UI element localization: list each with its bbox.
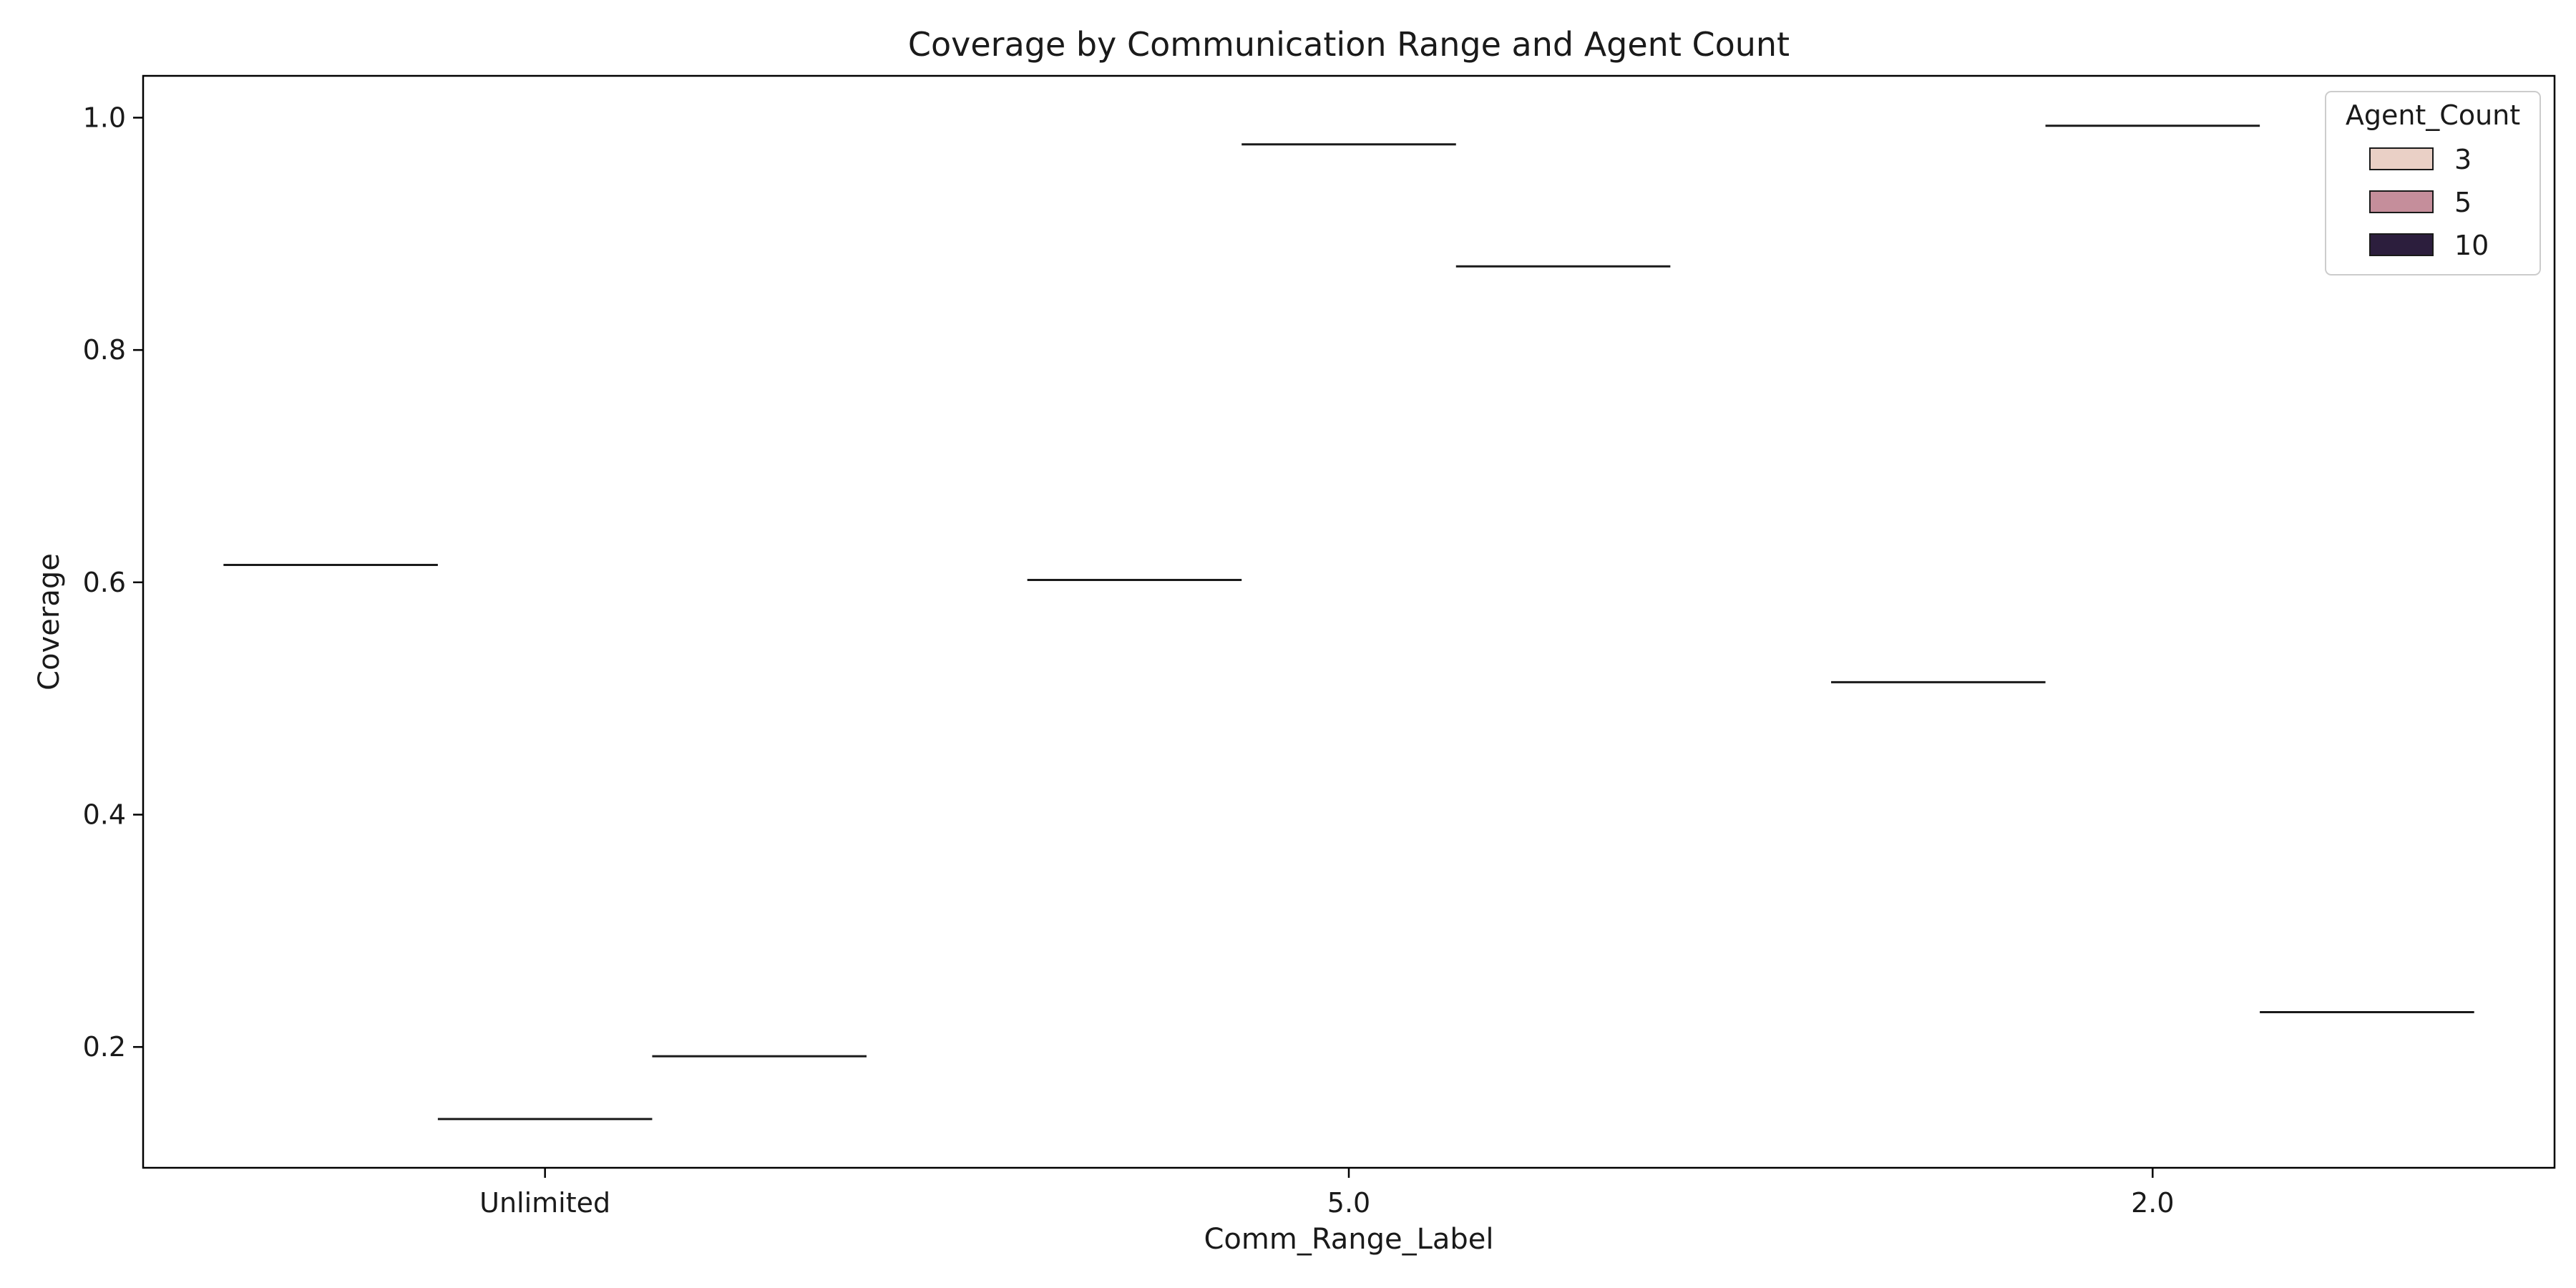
chart-marks — [223, 125, 2474, 1121]
y-tick-label: 0.4 — [83, 799, 126, 830]
y-tick-label: 0.6 — [83, 567, 126, 598]
y-tick-label: 0.8 — [83, 334, 126, 366]
y-axis-label: Coverage — [33, 553, 66, 691]
y-tick-label: 0.2 — [83, 1031, 126, 1063]
y-tick-label: 1.0 — [83, 102, 126, 133]
x-tick-label: 2.0 — [2131, 1187, 2174, 1219]
y-axis: 0.2 0.4 0.6 0.8 1.0 — [83, 102, 143, 1063]
x-tick-label: 5.0 — [1327, 1187, 1370, 1219]
x-axis: Unlimited 5.0 2.0 — [479, 1168, 2175, 1219]
legend: Agent_Count 3 5 10 — [2325, 91, 2541, 275]
legend-label-10: 10 — [2454, 230, 2489, 261]
chart-title: Coverage by Communication Range and Agen… — [908, 25, 1790, 64]
legend-swatch-10 — [2369, 233, 2434, 256]
legend-label-5: 5 — [2454, 187, 2472, 218]
legend-title: Agent_Count — [2346, 99, 2520, 131]
legend-frame — [2325, 91, 2541, 275]
x-tick-label: Unlimited — [479, 1187, 610, 1219]
plot-area — [142, 74, 2556, 1169]
legend-swatch-5 — [2369, 190, 2434, 213]
legend-swatch-3 — [2369, 147, 2434, 170]
legend-label-3: 3 — [2454, 144, 2472, 175]
x-axis-label: Comm_Range_Label — [1204, 1223, 1493, 1256]
